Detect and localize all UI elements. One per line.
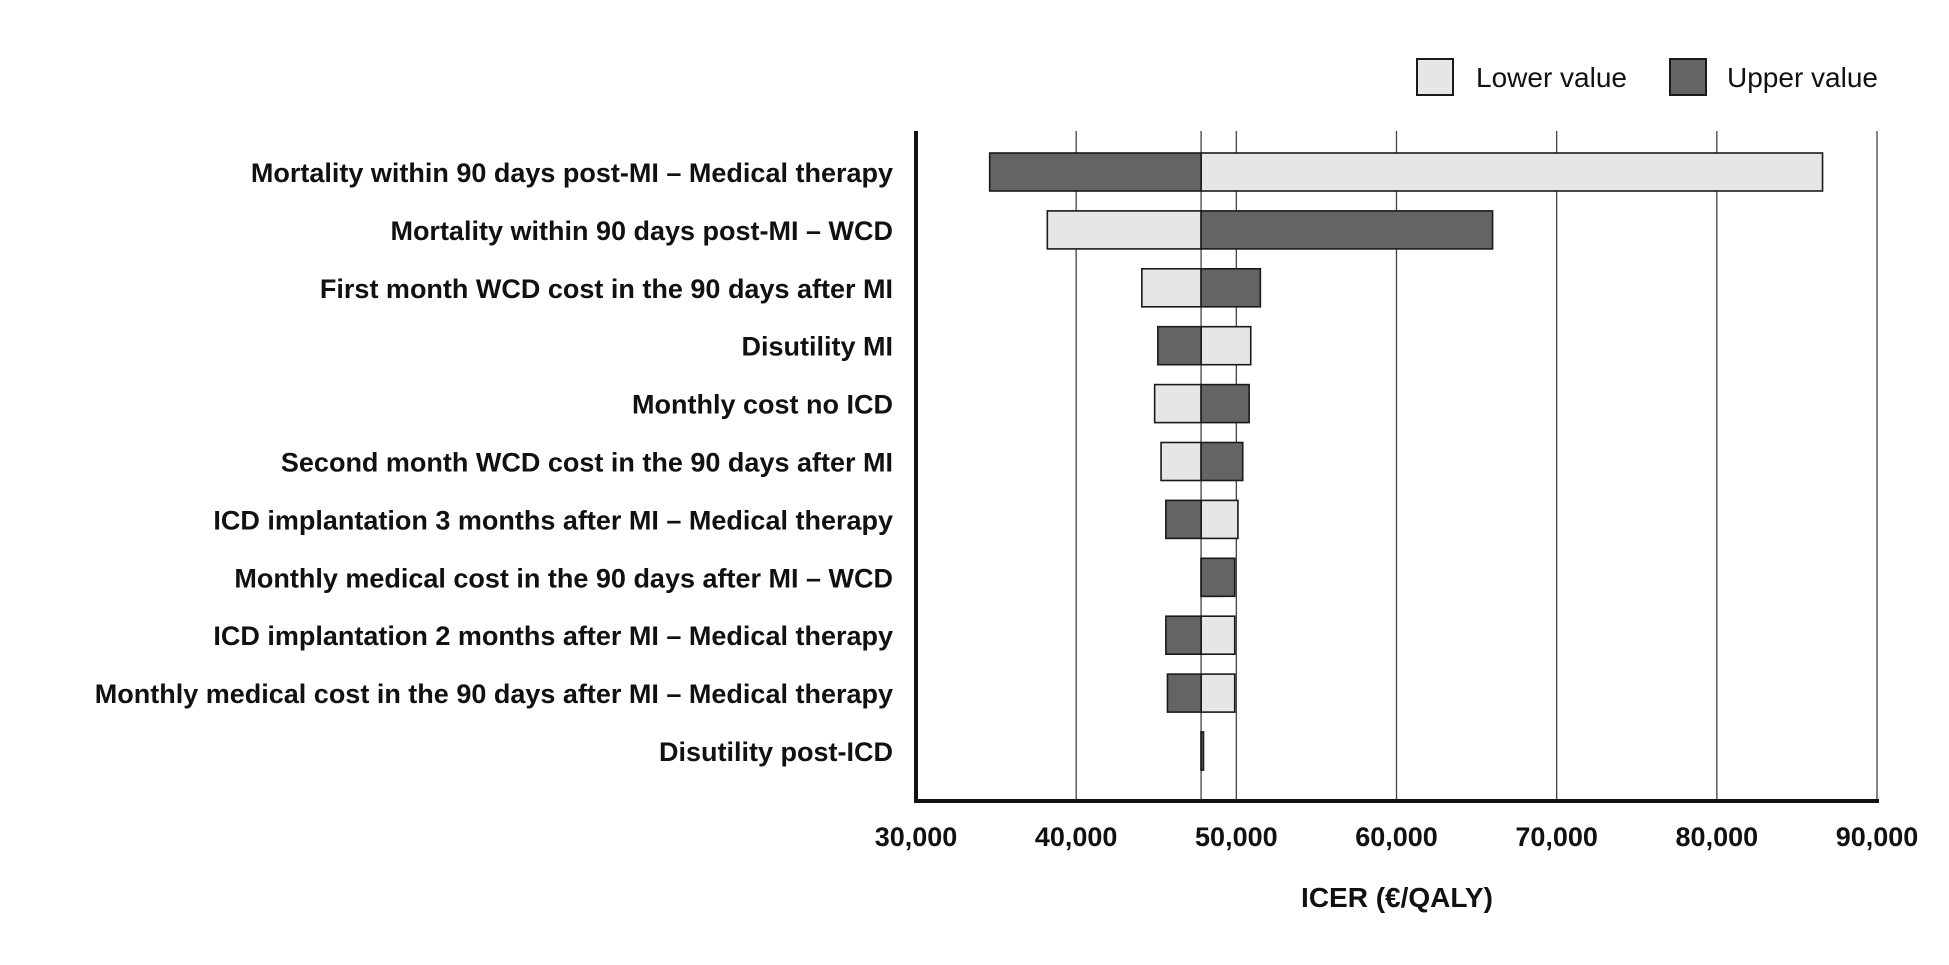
legend: Lower value Upper value xyxy=(1416,58,1878,96)
category-label: Monthly medical cost in the 90 days afte… xyxy=(234,563,893,593)
category-label: ICD implantation 3 months after MI – Med… xyxy=(213,505,893,535)
bar-upper xyxy=(1166,673,1202,713)
bar-lower xyxy=(1153,383,1202,424)
legend-swatch-lower xyxy=(1416,58,1454,96)
bar-upper xyxy=(1200,441,1244,482)
bar-upper xyxy=(1200,557,1236,598)
bar-upper xyxy=(1200,383,1250,424)
legend-swatch-upper xyxy=(1669,58,1707,96)
category-labels: Mortality within 90 days post-MI – Medic… xyxy=(95,158,893,767)
x-tick-label: 60,000 xyxy=(1355,822,1438,852)
x-tick-label: 30,000 xyxy=(875,822,958,852)
legend-label-lower: Lower value xyxy=(1476,62,1627,93)
bars xyxy=(988,152,1824,771)
category-label: ICD implantation 2 months after MI – Med… xyxy=(213,621,893,651)
x-tick-label: 40,000 xyxy=(1035,822,1118,852)
x-tick-label: 70,000 xyxy=(1515,822,1598,852)
category-label: Disutility post-ICD xyxy=(659,737,893,767)
axes xyxy=(914,131,1879,803)
category-label: First month WCD cost in the 90 days afte… xyxy=(320,274,893,304)
x-tick-label: 80,000 xyxy=(1676,822,1759,852)
x-tick-label: 90,000 xyxy=(1836,822,1919,852)
category-label: Monthly medical cost in the 90 days afte… xyxy=(95,679,893,709)
bar-lower xyxy=(1046,210,1202,250)
x-tick-label: 50,000 xyxy=(1195,822,1278,852)
bar-lower xyxy=(1141,267,1202,308)
legend-label-upper: Upper value xyxy=(1727,62,1878,93)
bar-lower xyxy=(1200,615,1236,656)
bar-lower xyxy=(1200,673,1236,713)
x-axis-title: ICER (€/QALY) xyxy=(1301,882,1493,913)
bar-upper xyxy=(1200,267,1262,308)
category-label: Disutility MI xyxy=(741,332,893,362)
bar-lower xyxy=(1160,441,1202,482)
bar-upper xyxy=(1200,210,1494,250)
bar-upper xyxy=(988,152,1202,192)
x-tick-labels: 30,000 40,000 50,000 60,000 70,000 80,000 90,0… xyxy=(875,822,1919,852)
category-label: Monthly cost no ICD xyxy=(632,390,893,420)
bar-upper xyxy=(1157,325,1202,366)
bar-upper xyxy=(1200,731,1205,771)
bar-lower xyxy=(1200,152,1824,192)
bar-upper xyxy=(1165,499,1202,540)
category-label: Second month WCD cost in the 90 days aft… xyxy=(281,448,893,478)
bar-lower xyxy=(1200,499,1239,540)
bar-lower xyxy=(1200,325,1252,366)
category-label: Mortality within 90 days post-MI – WCD xyxy=(390,216,893,246)
bar-upper xyxy=(1165,615,1202,656)
category-label: Mortality within 90 days post-MI – Medic… xyxy=(251,158,893,188)
